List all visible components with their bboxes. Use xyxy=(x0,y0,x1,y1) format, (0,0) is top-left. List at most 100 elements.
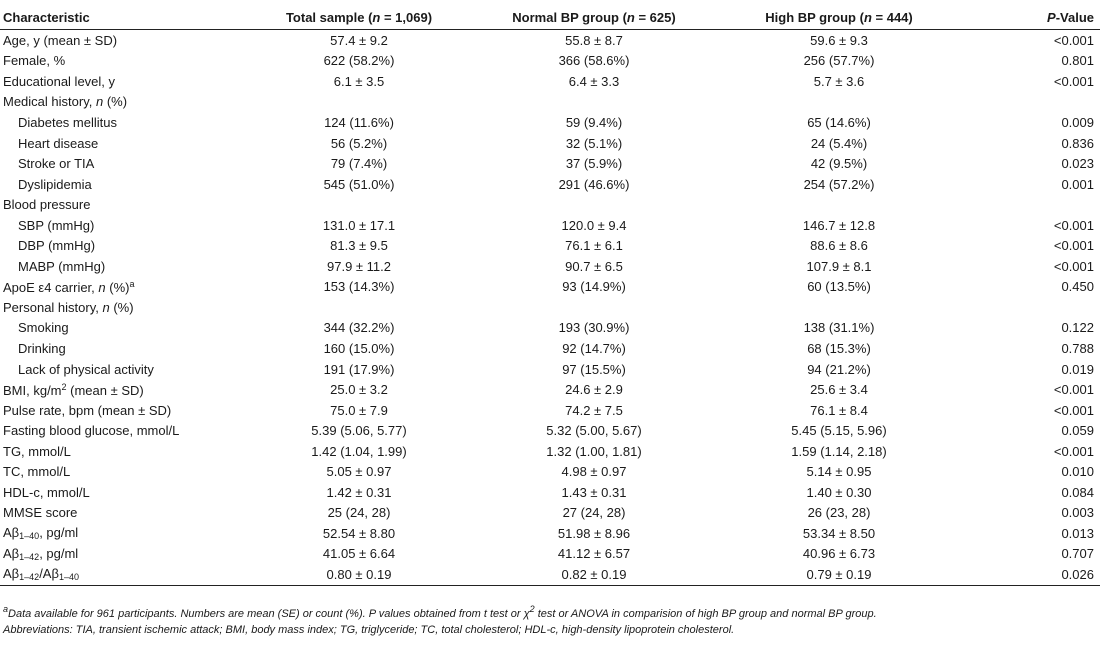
row-label: DBP (mmHg) xyxy=(18,238,96,254)
cell-p-value: <0.001 xyxy=(1053,217,1094,233)
cell-high: 94 (21.2%) xyxy=(807,361,871,377)
cell-total: 52.54 ± 8.80 xyxy=(322,525,396,541)
cell-high: 256 (57.7%) xyxy=(803,53,875,69)
row-label: Educational level, y xyxy=(3,73,116,89)
cell-total: 622 (58.2%) xyxy=(323,53,395,69)
cell-normal: 93 (14.9%) xyxy=(562,279,626,295)
header-high-bp: High BP group (n = 444) xyxy=(718,6,960,30)
table-row: Aβ1–42/Aβ1–40 0.80 ± 0.19 0.82 ± 0.19 0.… xyxy=(0,564,1100,586)
row-label: Stroke or TIA xyxy=(18,156,95,172)
row-label: ApoE ε4 carrier, n (%)a xyxy=(3,278,135,295)
table-row: HDL-c, mmol/L 1.42 ± 0.31 1.43 ± 0.31 1.… xyxy=(0,482,1100,503)
cell-normal: 51.98 ± 8.96 xyxy=(557,525,631,541)
cell-normal: 1.32 (1.00, 1.81) xyxy=(546,443,642,459)
cell-p-value: 0.084 xyxy=(1061,484,1094,500)
cell-p-value: <0.001 xyxy=(1053,382,1094,398)
cell-normal: 32 (5.1%) xyxy=(565,135,623,151)
row-label: TG, mmol/L xyxy=(3,443,71,459)
cell-total: 0.80 ± 0.19 xyxy=(248,564,470,586)
cell-total: 124 (11.6%) xyxy=(324,114,394,130)
table-row: Age, y (mean ± SD) 57.4 ± 9.2 55.8 ± 8.7… xyxy=(0,30,1100,51)
row-label: Female, % xyxy=(3,53,66,69)
cell-high: 40.96 ± 6.73 xyxy=(802,546,876,562)
row-label: Aβ1–42, pg/ml xyxy=(3,545,79,562)
cell-normal: 55.8 ± 8.7 xyxy=(565,32,623,48)
cell-p-value: 0.019 xyxy=(1061,361,1094,377)
table-row: Pulse rate, bpm (mean ± SD) 75.0 ± 7.9 7… xyxy=(0,400,1100,421)
table-row: Drinking 160 (15.0%) 92 (14.7%) 68 (15.3… xyxy=(0,338,1100,359)
cell-high: 5.45 (5.15, 5.96) xyxy=(791,423,887,439)
section-row: Blood pressure xyxy=(0,194,1100,215)
row-label: Heart disease xyxy=(18,135,99,151)
cell-total: 1.42 (1.04, 1.99) xyxy=(311,443,407,459)
table-row: DBP (mmHg) 81.3 ± 9.5 76.1 ± 6.1 88.6 ± … xyxy=(0,235,1100,256)
header-total-sample: Total sample (n = 1,069) xyxy=(248,6,470,30)
cell-normal: 0.82 ± 0.19 xyxy=(470,564,718,586)
cell-high: 1.59 (1.14, 2.18) xyxy=(791,443,887,459)
cell-total: 545 (51.0%) xyxy=(323,176,395,192)
header-normal-bp: Normal BP group (n = 625) xyxy=(470,6,718,30)
cell-total: 41.05 ± 6.64 xyxy=(322,546,396,562)
row-label: TC, mmol/L xyxy=(3,464,71,480)
cell-high: 59.6 ± 9.3 xyxy=(810,32,868,48)
cell-p-value: <0.001 xyxy=(1053,402,1094,418)
table-row: SBP (mmHg) 131.0 ± 17.1 120.0 ± 9.4 146.… xyxy=(0,215,1100,236)
table-row: Stroke or TIA 79 (7.4%) 37 (5.9%) 42 (9.… xyxy=(0,153,1100,174)
cell-total: 75.0 ± 7.9 xyxy=(330,402,388,418)
row-label: MABP (mmHg) xyxy=(18,258,106,274)
footnote-abbreviations: Abbreviations: TIA, transient ischemic a… xyxy=(3,624,735,636)
cell-total: 79 (7.4%) xyxy=(330,156,388,172)
cell-total: 5.39 (5.06, 5.77) xyxy=(311,423,407,439)
cell-normal: 97 (15.5%) xyxy=(562,361,626,377)
cell-high: 65 (14.6%) xyxy=(807,114,871,130)
cell-normal: 92 (14.7%) xyxy=(562,340,626,356)
cell-total: 25 (24, 28) xyxy=(327,505,391,521)
cell-normal: 366 (58.6%) xyxy=(558,53,630,69)
cell-high: 138 (31.1%) xyxy=(803,320,875,336)
section-label-personal-history: Personal history, n (%) xyxy=(3,299,134,315)
cell-high: 146.7 ± 12.8 xyxy=(802,217,876,233)
cell-total: 191 (17.9%) xyxy=(323,361,395,377)
cell-p-value: 0.059 xyxy=(1061,423,1094,439)
cell-high: 25.6 ± 3.4 xyxy=(810,382,868,398)
cell-total: 25.0 ± 3.2 xyxy=(330,382,388,398)
cell-p-value: 0.026 xyxy=(960,564,1100,586)
row-label: Drinking xyxy=(18,340,66,356)
cell-total: 56 (5.2%) xyxy=(330,135,388,151)
cell-normal: 291 (46.6%) xyxy=(558,176,630,192)
header-p-value: P-Value xyxy=(960,6,1100,30)
cell-total: 344 (32.2%) xyxy=(323,320,395,336)
cell-normal: 76.1 ± 6.1 xyxy=(565,238,623,254)
row-label: Age, y (mean ± SD) xyxy=(3,32,118,48)
table-row: Female, % 622 (58.2%) 366 (58.6%) 256 (5… xyxy=(0,51,1100,72)
cell-total: 1.42 ± 0.31 xyxy=(326,484,392,500)
cell-normal: 4.98 ± 0.97 xyxy=(561,464,627,480)
cell-high: 68 (15.3%) xyxy=(807,340,871,356)
section-label-blood-pressure: Blood pressure xyxy=(3,197,91,213)
row-label: Aβ1–42/Aβ1–40 xyxy=(0,564,248,586)
table-row: MMSE score 25 (24, 28) 27 (24, 28) 26 (2… xyxy=(0,503,1100,524)
header-characteristic: Characteristic xyxy=(0,6,248,30)
cell-high: 60 (13.5%) xyxy=(807,279,871,295)
cell-total: 97.9 ± 11.2 xyxy=(327,258,391,274)
cell-p-value: 0.836 xyxy=(1061,135,1094,151)
row-label: Fasting blood glucose, mmol/L xyxy=(3,423,180,439)
row-label: Lack of physical activity xyxy=(18,361,154,377)
row-label: MMSE score xyxy=(3,505,78,521)
row-label: Pulse rate, bpm (mean ± SD) xyxy=(3,402,172,418)
cell-p-value: 0.001 xyxy=(1061,176,1094,192)
cell-p-value: <0.001 xyxy=(1053,73,1094,89)
cell-p-value: <0.001 xyxy=(1053,238,1094,254)
cell-total: 6.1 ± 3.5 xyxy=(333,73,385,89)
cell-p-value: <0.001 xyxy=(1053,258,1094,274)
cell-high: 42 (9.5%) xyxy=(810,156,868,172)
cell-high: 5.14 ± 0.95 xyxy=(806,464,872,480)
cell-total: 5.05 ± 0.97 xyxy=(326,464,392,480)
row-label: Aβ1–40, pg/ml xyxy=(3,525,79,542)
cell-total: 160 (15.0%) xyxy=(323,340,395,356)
table-row: BMI, kg/m2 (mean ± SD) 25.0 ± 3.2 24.6 ±… xyxy=(0,379,1100,400)
cell-high: 53.34 ± 8.50 xyxy=(802,525,876,541)
table-row: Lack of physical activity 191 (17.9%) 97… xyxy=(0,359,1100,380)
section-label-medical-history: Medical history, n (%) xyxy=(3,94,128,110)
